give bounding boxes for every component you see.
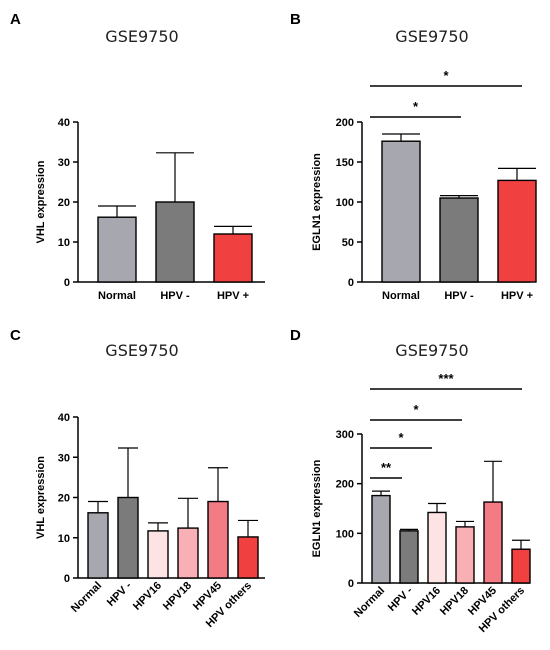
x-tick-label: HPV16: [131, 580, 164, 613]
y-tick-label: 0: [348, 277, 354, 289]
bar: [511, 548, 531, 584]
bar: [427, 511, 447, 584]
y-tick-label: 30: [58, 157, 70, 169]
y-tick-label: 40: [58, 412, 70, 424]
significance-label: ***: [438, 371, 454, 386]
panel-letter: C: [10, 327, 21, 344]
y-tick-label: 0: [64, 573, 70, 585]
bar: [213, 233, 253, 283]
panel-letter: D: [290, 327, 301, 344]
y-tick-label: 10: [58, 237, 70, 249]
y-tick-label: 200: [336, 479, 354, 491]
significance-label: *: [413, 402, 419, 417]
x-tick-label: HPV -: [444, 290, 474, 302]
bar: [439, 197, 479, 283]
bar: [177, 527, 199, 579]
x-tick-label: Normal: [69, 580, 104, 615]
significance-label: **: [381, 460, 392, 475]
y-tick-label: 150: [336, 157, 354, 169]
bar: [207, 500, 229, 579]
y-axis-label: EGLN1 expression: [311, 153, 323, 251]
y-tick-label: 300: [336, 429, 354, 441]
x-tick-label: HPV16: [410, 585, 443, 618]
panel-letter: A: [10, 11, 21, 28]
bar: [147, 530, 169, 579]
bar: [117, 496, 139, 579]
chart-title: GSE9750: [105, 341, 178, 360]
y-tick-label: 100: [336, 197, 354, 209]
bar: [483, 501, 503, 584]
chart-title: GSE9750: [105, 27, 178, 46]
x-tick-label: HPV +: [501, 290, 533, 302]
bar: [371, 494, 391, 584]
panel-c: C GSE9750 0 10 20 30 40 VHL expression Normal HPV…: [10, 327, 265, 630]
y-tick-label: 100: [336, 528, 354, 540]
bar: [497, 179, 537, 283]
bar: [381, 140, 421, 283]
y-tick-label: 200: [336, 117, 354, 129]
x-tick-label: HPV18: [161, 580, 194, 613]
y-tick-label: 20: [58, 197, 70, 209]
x-tick-label: HPV18: [438, 585, 471, 618]
bar: [97, 216, 137, 283]
panel-d: D GSE9750 0 100 200 300 EGLN1 expression Normal…: [290, 327, 531, 635]
significance-label: *: [398, 430, 404, 445]
significance-label: *: [443, 68, 449, 83]
bar: [455, 526, 475, 584]
x-tick-label: Normal: [382, 290, 420, 302]
chart-title: GSE9750: [395, 341, 468, 360]
y-tick-label: 40: [58, 117, 70, 129]
bar: [87, 512, 109, 579]
bar: [155, 201, 195, 283]
bar: [237, 536, 259, 579]
y-tick-label: 0: [64, 277, 70, 289]
x-tick-label: HPV -: [160, 290, 190, 302]
y-axis-label: EGLN1 expression: [311, 459, 323, 557]
significance-label: *: [413, 99, 419, 114]
chart-title: GSE9750: [395, 27, 468, 46]
x-tick-label: HPV +: [217, 290, 249, 302]
panel-a: A GSE9750 0 10 20 30 40 VHL expression Normal HPV…: [10, 11, 265, 302]
x-tick-label: Normal: [98, 290, 136, 302]
y-tick-label: 0: [348, 578, 354, 590]
panel-b: B GSE9750 0 50 100 150 200 EGLN1 expression Norm…: [290, 11, 537, 302]
y-axis-label: VHL expression: [35, 456, 47, 539]
y-tick-label: 20: [58, 493, 70, 505]
x-tick-label: Normal: [352, 585, 387, 620]
y-tick-label: 50: [342, 237, 354, 249]
bar: [399, 530, 419, 584]
y-tick-label: 10: [58, 533, 70, 545]
y-axis-label: VHL expression: [35, 160, 47, 243]
y-tick-label: 30: [58, 452, 70, 464]
panel-letter: B: [290, 11, 301, 28]
